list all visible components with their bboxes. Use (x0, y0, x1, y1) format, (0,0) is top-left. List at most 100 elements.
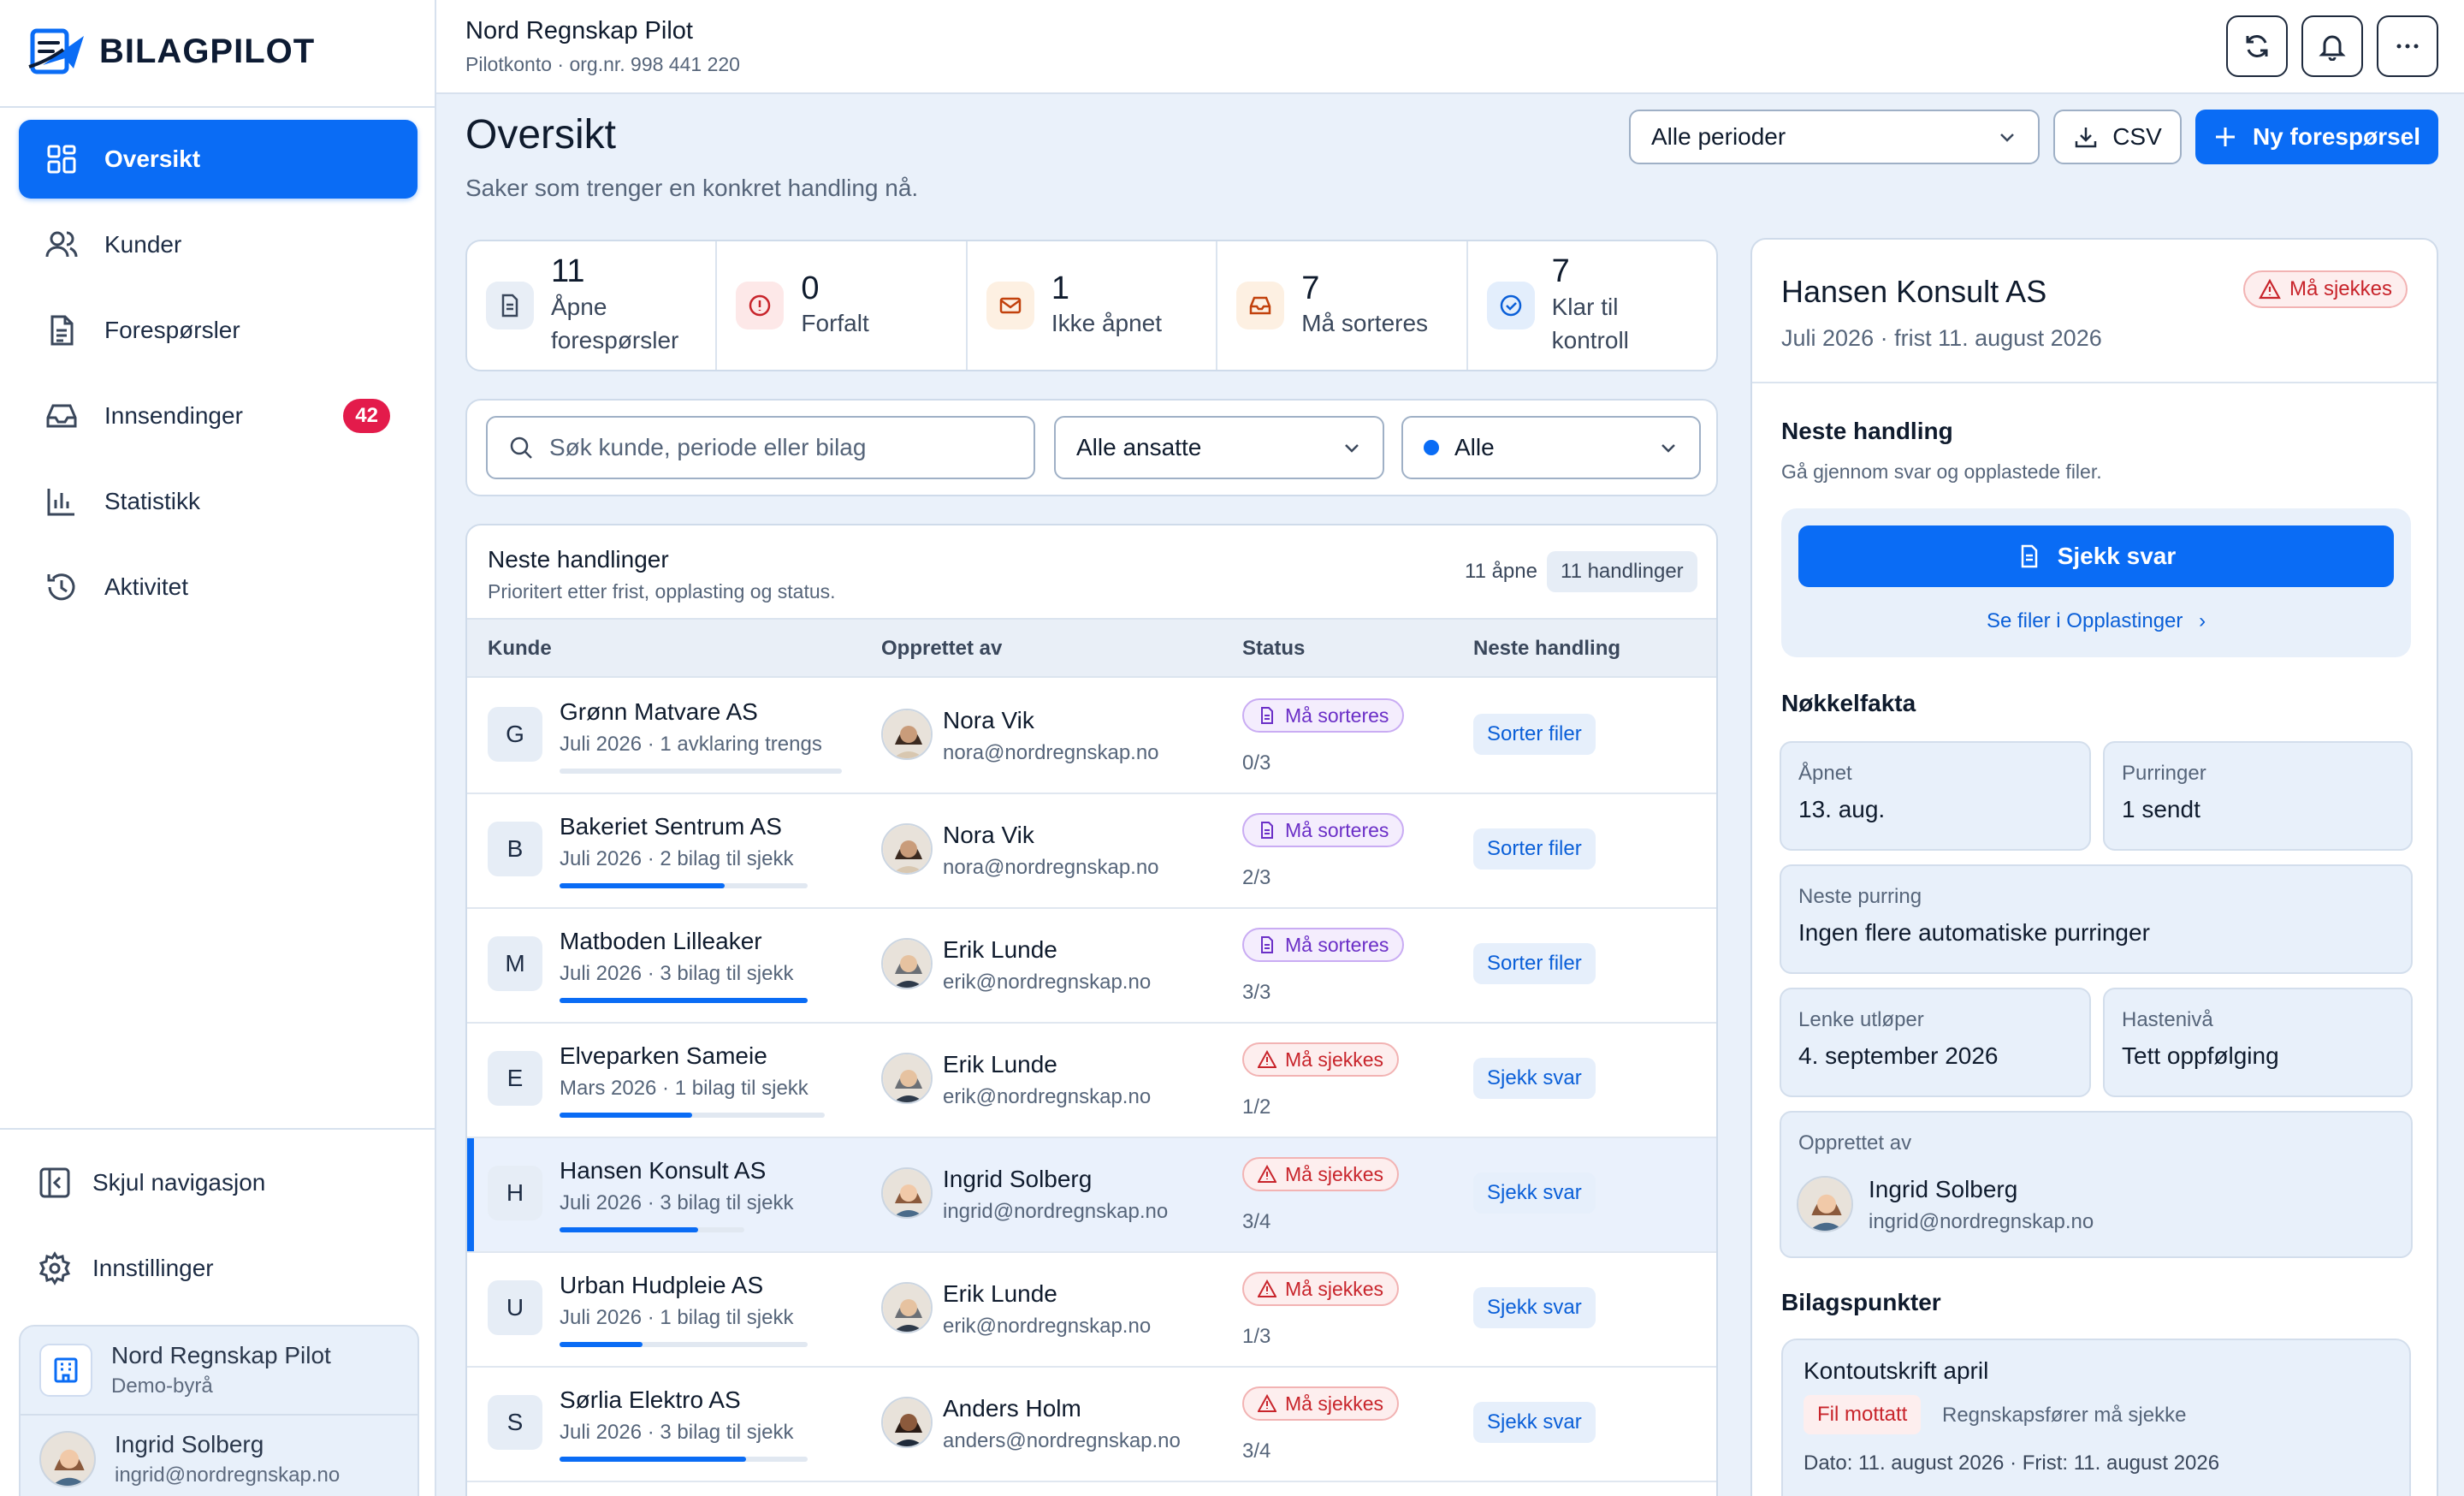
view-files-link[interactable]: Se filer i Opplastinger › (1781, 609, 2411, 633)
refresh-button[interactable] (2226, 15, 2288, 77)
sidebar-item-label: Kunder (104, 231, 182, 258)
column-header-created-by[interactable]: Opprettet av (881, 637, 1003, 660)
sidebar-item-aktivitet[interactable]: Aktivitet (19, 548, 418, 626)
customer-name[interactable]: Bakeriet Sentrum AS (560, 813, 782, 840)
status-select[interactable]: Alle (1401, 416, 1701, 479)
more-options-button[interactable] (2377, 15, 2438, 77)
collapse-nav-button[interactable]: Skjul navigasjon (38, 1157, 265, 1208)
table-header: Neste handlinger Prioritert etter frist,… (467, 525, 1716, 620)
stat-overdue[interactable]: 0 Forfalt (717, 241, 968, 370)
bilag-item[interactable]: Kontoutskrift april Fil mottatt Regnskap… (1781, 1339, 2411, 1496)
file-count: 3/4 (1242, 1440, 1271, 1463)
customer-meta: Mars 2026 · 1 bilag til sjekk (560, 1077, 808, 1100)
table-row[interactable]: E Elveparken Sameie Mars 2026 · 1 bilag ti… (467, 1024, 1716, 1138)
document-icon (486, 282, 534, 329)
next-action-button[interactable]: Sorter filer (1473, 714, 1596, 755)
status-label: Må sorteres (1285, 933, 1389, 956)
sidebar-item-kunder[interactable]: Kunder (19, 205, 418, 284)
progress-bar (560, 1113, 825, 1118)
check-answers-button[interactable]: Sjekk svar (1798, 525, 2394, 587)
warning-icon (1258, 1279, 1276, 1297)
file-count: 3/3 (1242, 981, 1271, 1004)
customer-initial: S (488, 1395, 542, 1450)
next-action-button[interactable]: Sjekk svar (1473, 1058, 1596, 1099)
next-action-button[interactable]: Sjekk svar (1473, 1287, 1596, 1328)
chevron-right-icon: › (2199, 609, 2206, 632)
sidebar-item-innsendinger[interactable]: Innsendinger 42 (19, 377, 418, 455)
next-action-button[interactable]: Sjekk svar (1473, 1172, 1596, 1214)
period-select[interactable]: Alle perioder (1629, 110, 2040, 164)
next-action-button[interactable]: Sjekk svar (1473, 1402, 1596, 1443)
view-files-label: Se filer i Opplastinger (1986, 609, 2183, 632)
creator-name: Erik Lunde (943, 1051, 1057, 1077)
customer-name[interactable]: Grønn Matvare AS (560, 698, 758, 725)
creator-email: erik@nordregnskap.no (943, 1315, 1152, 1338)
bell-icon (2319, 35, 2346, 61)
column-header-next-action[interactable]: Neste handling (1473, 637, 1621, 660)
table-row[interactable]: U Urban Hudpleie AS Juli 2026 · 1 bilag ti… (467, 1253, 1716, 1368)
customer-name[interactable]: Hansen Konsult AS (560, 1157, 767, 1184)
user-email: ingrid@nordregnskap.no (115, 1463, 341, 1487)
creator-email: ingrid@nordregnskap.no (1869, 1210, 2094, 1233)
table-row[interactable]: H Hansen Konsult AS Juli 2026 · 3 bilag ti… (467, 1138, 1716, 1253)
org-switcher[interactable]: Nord Regnskap Pilot Demo-byrå Ingrid Sol… (19, 1325, 419, 1496)
customer-name[interactable]: Urban Hudpleie AS (560, 1272, 764, 1298)
customer-name[interactable]: Sørlia Elektro AS (560, 1386, 741, 1413)
next-action-button[interactable]: Sorter filer (1473, 828, 1596, 870)
stat-open-requests[interactable]: 11 Åpne forespørsler (467, 241, 718, 370)
collapse-nav-label: Skjul navigasjon (92, 1169, 266, 1196)
progress-fill (560, 1113, 692, 1118)
divider (1752, 382, 2437, 383)
creator-email: anders@nordregnskap.no (943, 1429, 1181, 1452)
stat-ready-for-review[interactable]: 7 Klar til kontroll (1468, 241, 1716, 370)
column-header-customer[interactable]: Kunde (488, 637, 552, 660)
users-icon (45, 231, 78, 258)
creator-email: erik@nordregnskap.no (943, 1085, 1152, 1108)
staff-select[interactable]: Alle ansatte (1054, 416, 1384, 479)
stat-to-sort[interactable]: 7 Må sorteres (1217, 241, 1468, 370)
next-action-heading: Neste handling (1781, 418, 1953, 444)
sidebar-item-oversikt[interactable]: Oversikt (19, 120, 418, 199)
progress-fill (560, 1342, 643, 1347)
brand-logo[interactable]: BILAGPILOT (27, 24, 315, 79)
top-bar: Nord Regnskap Pilot Pilotkonto · org.nr.… (436, 0, 2464, 94)
new-request-button[interactable]: Ny forespørsel (2195, 110, 2438, 164)
status-label: Må sjekkes (1285, 1048, 1384, 1071)
table-row[interactable]: S Sørlia Elektro AS Juli 2026 · 3 bilag ti… (467, 1368, 1716, 1482)
table-row[interactable]: G Grønn Matvare AS Juli 2026 · 1 avklaring… (467, 680, 1716, 794)
avatar (881, 709, 933, 760)
sidebar-item-foresporsler[interactable]: Forespørsler (19, 291, 418, 370)
avatar (881, 938, 933, 989)
avatar (881, 1053, 933, 1104)
progress-bar (560, 1227, 744, 1232)
divider (0, 106, 436, 108)
fact-value: 1 sendt (2122, 796, 2200, 822)
sidebar-item-statistikk[interactable]: Statistikk (19, 462, 418, 541)
status-label: Må sjekkes (1285, 1277, 1384, 1300)
creator-name: Ingrid Solberg (943, 1166, 1093, 1192)
table-row[interactable]: B Bakeriet Sentrum AS Juli 2026 · 2 bilag … (467, 794, 1716, 909)
customer-meta: Juli 2026 · 1 bilag til sjekk (560, 1306, 794, 1329)
next-action-button[interactable]: Sorter filer (1473, 943, 1596, 984)
fact-opened: Åpnet 13. aug. (1780, 741, 2091, 851)
customer-name[interactable]: Matboden Lilleaker (560, 928, 762, 954)
status-label: Må sorteres (1285, 818, 1389, 841)
inbox-icon (46, 404, 77, 428)
refresh-icon (2246, 35, 2268, 57)
warning-icon (1258, 1165, 1276, 1183)
stat-not-opened[interactable]: 1 Ikke åpnet (968, 241, 1218, 370)
notifications-button[interactable] (2301, 15, 2363, 77)
customer-name[interactable]: Elveparken Sameie (560, 1042, 767, 1069)
creator-name: Erik Lunde (943, 936, 1057, 963)
user-profile[interactable]: Ingrid Solberg ingrid@nordregnskap.no (21, 1416, 418, 1496)
customer-initial: G (488, 707, 542, 762)
table-row[interactable]: M Matboden Lilleaker Juli 2026 · 3 bilag t… (467, 909, 1716, 1024)
csv-export-button[interactable]: CSV (2053, 110, 2182, 164)
table-subtitle: Prioritert etter frist, opplasting og st… (488, 580, 836, 603)
settings-button[interactable]: Innstillinger (38, 1243, 214, 1294)
search-input[interactable]: Søk kunde, periode eller bilag (486, 416, 1035, 479)
column-header-status[interactable]: Status (1242, 637, 1306, 660)
stat-label: Må sorteres (1301, 310, 1429, 337)
plus-icon (2215, 128, 2235, 146)
avatar (881, 823, 933, 875)
